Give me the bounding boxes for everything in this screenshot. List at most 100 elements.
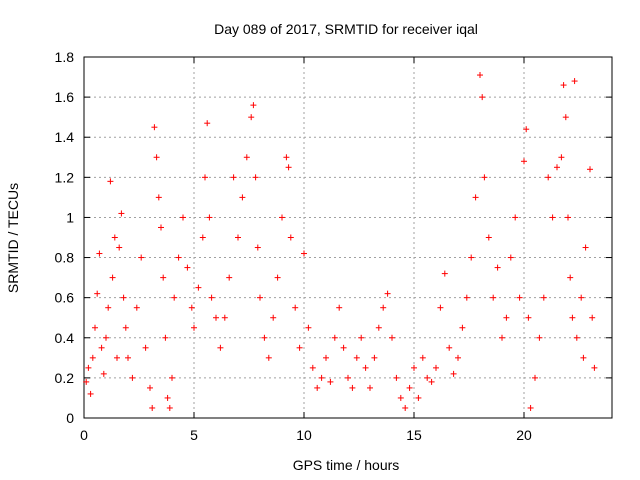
data-point [384,290,391,297]
data-point [94,290,101,297]
data-point [254,244,261,251]
data-point [441,270,448,277]
data-point [105,304,112,311]
data-point [188,304,195,311]
data-point [468,254,475,261]
gridlines [84,57,612,418]
data-point [479,94,486,101]
data-point [549,214,556,221]
data-point [292,304,299,311]
data-points [83,72,598,411]
data-point [558,154,565,161]
data-point [89,354,96,361]
data-point [125,354,131,361]
data-point [331,334,338,341]
data-point [155,194,162,201]
data-point [191,324,197,331]
data-point [149,404,156,411]
data-point [208,294,215,301]
data-point [525,314,532,321]
data-point [184,264,191,271]
data-point [446,344,453,351]
data-point [562,114,569,121]
data-point [265,354,272,361]
data-point [424,374,431,381]
data-point [477,72,483,79]
data-point [402,404,409,411]
data-point [118,210,125,217]
data-point [554,164,560,171]
y-tick-label: 1 [66,209,74,225]
data-point [567,274,574,281]
data-point [248,114,255,121]
plot-frame [83,56,613,419]
data-point [536,334,543,341]
data-point [578,294,585,301]
data-point [111,234,118,241]
data-point [261,334,268,341]
data-point [158,224,164,231]
data-point [521,158,527,165]
data-point [285,164,292,171]
y-tick-label: 0.8 [55,250,75,266]
data-point [120,294,127,301]
data-point [565,214,571,221]
data-point [153,154,160,161]
data-point [166,404,173,411]
data-point [309,364,316,371]
data-point [221,314,228,321]
data-point [133,304,140,311]
data-point [463,294,470,301]
data-point [164,394,171,401]
data-point [147,384,153,391]
data-point [573,334,580,341]
data-point [433,364,439,371]
data-point [175,254,182,261]
data-point [250,102,257,109]
data-point [362,364,369,371]
data-point [490,294,497,301]
data-point [162,334,169,341]
data-point [199,234,206,241]
data-point [195,284,202,291]
y-tick-label: 1.6 [55,89,75,105]
data-point [472,194,479,201]
x-tick-label: 0 [80,427,88,443]
y-tick-label: 0.4 [55,330,75,346]
data-point [582,244,589,251]
data-point [527,404,534,411]
y-tick-label: 1.8 [55,49,75,65]
data-point [375,324,382,331]
data-point [450,370,457,377]
data-point [494,264,501,271]
data-point [318,374,325,381]
data-point [270,314,277,321]
data-point [103,334,109,341]
y-tick-label: 0.2 [55,370,75,386]
data-point [226,274,233,281]
data-point [560,82,567,89]
x-ticks: 0 5 10 15 20 [80,57,532,443]
y-tick-label: 0 [66,410,74,426]
data-point [206,214,213,221]
data-point [100,370,107,377]
x-axis-label: GPS time / hours [293,457,400,473]
data-point [301,250,307,257]
data-point [340,344,347,351]
data-point [180,214,186,221]
data-point [393,374,400,381]
data-point [523,126,530,133]
data-point [406,384,413,391]
data-point [419,354,426,361]
data-point [114,354,120,361]
data-point [107,178,114,185]
data-point [314,384,321,391]
x-tick-label: 20 [516,427,532,443]
data-point [571,78,578,85]
data-point [171,294,178,301]
data-point [160,274,167,281]
data-point [116,244,123,251]
data-point [358,334,365,341]
data-point [257,294,263,301]
